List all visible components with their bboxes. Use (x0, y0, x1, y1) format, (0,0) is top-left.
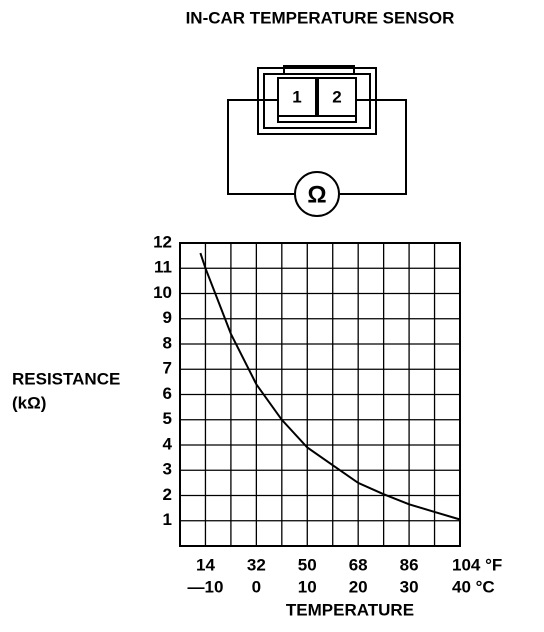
x2-tick-label: 50 (298, 555, 317, 574)
y-tick-label: 8 (163, 333, 172, 352)
y-axis-label: RESISTANCE (12, 369, 120, 388)
y-tick-label: 6 (163, 384, 172, 403)
y-tick-label: 1 (163, 510, 172, 529)
y-tick-label: 11 (154, 258, 172, 277)
x2-tick-label: 104 °F (452, 555, 502, 574)
x-tick-label: 40 °C (452, 577, 495, 596)
y-tick-label: 9 (163, 308, 172, 327)
y-tick-label: 3 (163, 460, 172, 479)
x-tick-label: 10 (298, 577, 317, 596)
pin-label: 2 (332, 87, 341, 106)
x-tick-label: 20 (349, 577, 368, 596)
x2-tick-label: 32 (247, 555, 266, 574)
y-tick-label: 2 (163, 485, 172, 504)
x2-tick-label: 14 (196, 555, 215, 574)
y-axis-label: (kΩ) (12, 393, 46, 412)
y-tick-label: 12 (153, 232, 172, 251)
y-tick-label: 7 (163, 359, 172, 378)
x2-tick-label: 86 (400, 555, 419, 574)
pin-label: 1 (292, 87, 301, 106)
x2-tick-label: 68 (349, 555, 368, 574)
meter-symbol: Ω (307, 181, 326, 208)
x-axis-label: TEMPERATURE (286, 600, 414, 619)
title: IN-CAR TEMPERATURE SENSOR (186, 8, 455, 27)
curve (199, 252, 461, 521)
x-tick-label: 30 (400, 577, 419, 596)
y-tick-label: 10 (153, 283, 172, 302)
y-tick-label: 5 (163, 409, 172, 428)
x-tick-label: 0 (252, 577, 261, 596)
y-tick-label: 4 (163, 434, 173, 453)
x-tick-label: —10 (187, 577, 223, 596)
connector (227, 65, 407, 217)
